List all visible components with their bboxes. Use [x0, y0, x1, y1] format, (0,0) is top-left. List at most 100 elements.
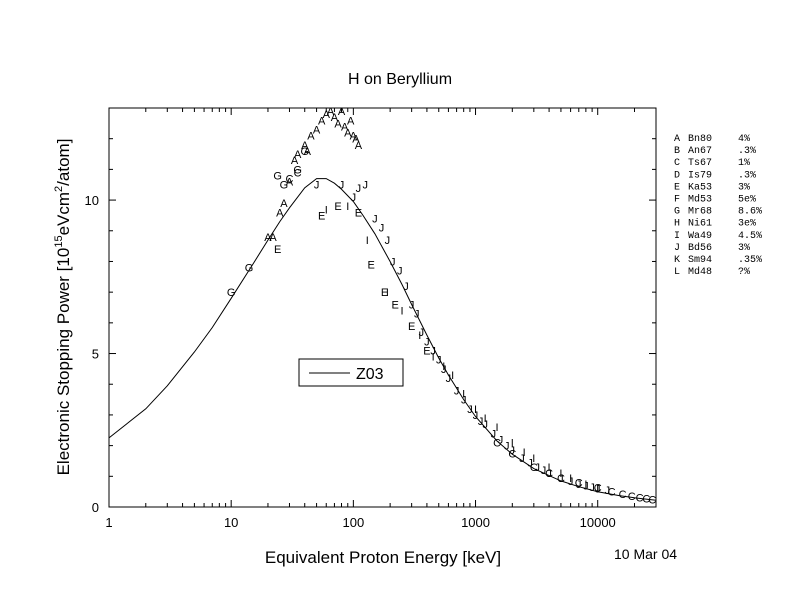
z03-curve: [108, 178, 657, 501]
data-point-E: E: [381, 287, 388, 299]
data-point-J: J: [314, 180, 320, 192]
data-point-J: J: [576, 479, 582, 491]
data-point-C: C: [636, 492, 644, 504]
data-point-C: C: [508, 448, 516, 460]
data-point-A: A: [318, 115, 326, 127]
data-point-J: J: [541, 465, 547, 477]
reference-row: C Ts67 1%: [674, 158, 750, 169]
reference-source: Ni61: [688, 218, 712, 230]
data-point-J: J: [558, 473, 564, 485]
x-axis-tick-labels: 1 10 100 1000 10000: [105, 515, 615, 530]
data-point-J: J: [534, 462, 540, 474]
data-point-I: I: [442, 361, 445, 373]
data-point-A: A: [331, 112, 339, 124]
x-tick-label: 1000: [461, 515, 490, 530]
data-point-J: J: [414, 309, 420, 321]
data-point-J: J: [454, 385, 460, 397]
data-point-A: A: [307, 131, 315, 143]
data-point-A: A: [264, 232, 272, 244]
data-point-C: C: [294, 167, 302, 179]
data-point-J: J: [589, 482, 595, 494]
reference-source: Sm94: [688, 255, 712, 266]
data-point-J: J: [473, 410, 479, 422]
data-point-I: I: [474, 404, 477, 416]
legend-label: Z03: [356, 366, 384, 383]
data-point-E: E: [392, 299, 399, 311]
data-point-J: J: [390, 256, 396, 268]
data-point-I: I: [523, 447, 526, 459]
data-point-E: E: [408, 321, 415, 333]
reference-error: .3%: [738, 170, 756, 181]
data-point-I: I: [325, 204, 328, 216]
x-tick-label: 10: [224, 515, 238, 530]
y-axis-ticks: [109, 107, 656, 508]
reference-row: K Sm94 .35%: [674, 255, 762, 266]
curve-layer: [108, 178, 657, 501]
data-point-J: J: [546, 468, 552, 480]
data-point-C: C: [493, 438, 501, 450]
data-point-A: A: [280, 198, 288, 210]
data-point-A: A: [301, 140, 309, 152]
data-point-I: I: [532, 453, 535, 465]
reference-code: B: [674, 146, 680, 157]
reference-row: H Ni61 3e%: [674, 218, 756, 230]
data-point-J: J: [446, 373, 452, 385]
data-point-C: C: [642, 493, 650, 505]
reference-error: 8.6%: [738, 207, 762, 218]
data-point-A: A: [350, 131, 358, 143]
y-axis-title-sup2: 2: [53, 186, 65, 192]
data-point-A: A: [327, 106, 335, 118]
reference-error: .3%: [738, 146, 756, 157]
data-point-J: J: [510, 445, 516, 457]
reference-code: L: [674, 267, 680, 278]
chart-title: H on Beryllium: [348, 71, 452, 88]
data-point-I: I: [569, 473, 572, 485]
reference-row: I Wa49 4.5%: [674, 231, 762, 242]
data-point-I: I: [366, 235, 369, 247]
reference-row: J Bd56 3%: [674, 242, 750, 254]
reference-code: A: [674, 134, 680, 145]
reference-error: 3%: [738, 243, 750, 254]
data-point-A: A: [338, 106, 346, 118]
reference-code: J: [674, 243, 680, 254]
reference-code: F: [674, 195, 680, 206]
reference-source: Md53: [688, 194, 712, 206]
data-point-A: A: [294, 149, 302, 161]
data-point-J: J: [595, 484, 601, 496]
data-point-J: J: [441, 364, 447, 376]
reference-error: 3e%: [738, 219, 756, 230]
data-point-A: A: [286, 177, 294, 189]
data-point-A: A: [269, 232, 277, 244]
reference-source: Ka53: [688, 182, 712, 193]
reference-row: B An67 .3%: [674, 146, 756, 157]
reference-error: .35%: [738, 255, 762, 266]
reference-error: 4%: [738, 134, 750, 145]
data-point-I: I: [496, 422, 499, 434]
data-point-A: A: [344, 128, 352, 140]
data-point-I: I: [584, 479, 587, 491]
data-point-I: I: [462, 388, 465, 400]
reference-error: 3%: [738, 182, 750, 193]
data-point-G: G: [280, 180, 289, 192]
reference-code: D: [674, 170, 680, 181]
data-point-J: J: [498, 434, 504, 446]
axes: [108, 107, 657, 508]
data-point-I: I: [432, 352, 435, 364]
data-point-C: C: [628, 491, 636, 503]
data-point-I: I: [451, 370, 454, 382]
data-point-J: J: [397, 266, 403, 278]
data-point-J: J: [385, 235, 391, 247]
data-point-J: J: [467, 404, 473, 416]
reference-source: Ts67: [688, 158, 712, 169]
x-tick-label: 1: [105, 515, 112, 530]
reference-code: G: [674, 207, 680, 218]
data-point-A: A: [304, 146, 312, 158]
data-point-I: I: [511, 438, 514, 450]
y-axis-title: Electronic Stopping Power [1015eVcm2/ato…: [53, 139, 73, 476]
data-point-E: E: [355, 207, 362, 219]
reference-error: 1%: [738, 158, 750, 169]
data-point-A: A: [347, 115, 355, 127]
reference-code: E: [674, 182, 680, 193]
data-point-J: J: [403, 281, 409, 293]
x-tick-label: 10000: [580, 515, 616, 530]
